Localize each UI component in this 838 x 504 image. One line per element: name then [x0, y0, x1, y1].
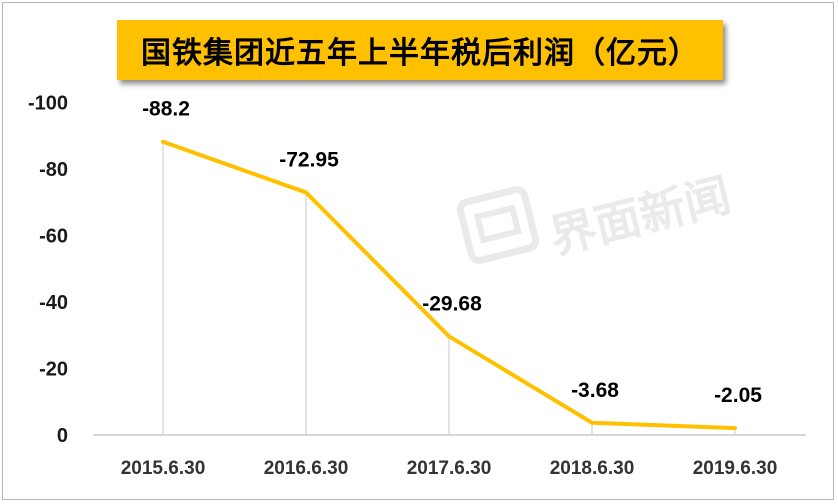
axes: 0 -20 -40 -60 -80 -100 2015.6.30 2016.6.30 2017.… [28, 93, 806, 479]
chart-title-box: 国铁集团近五年上半年税后利润（亿元） [117, 20, 723, 80]
x-tick-label: 2015.6.30 [121, 458, 206, 479]
watermark: 界面新闻 [456, 168, 736, 265]
x-tick-label: 2019.6.30 [693, 458, 778, 479]
data-labels: -88.2 -72.95 -29.68 -3.68 -2.05 [142, 98, 762, 407]
x-tick-label: 2017.6.30 [407, 458, 492, 479]
y-tick-label: -60 [39, 226, 68, 248]
data-label: -29.68 [422, 292, 482, 315]
data-point [304, 190, 308, 195]
y-tick-label: -20 [39, 359, 68, 381]
series-line [161, 139, 737, 431]
watermark-logo-icon [456, 186, 540, 264]
data-point [161, 139, 165, 144]
y-tick-label: -40 [39, 292, 68, 314]
data-label: -88.2 [142, 98, 190, 121]
data-label: -3.68 [571, 379, 619, 402]
data-label: -72.95 [279, 148, 339, 171]
chart-title: 国铁集团近五年上半年税后利润（亿元） [141, 36, 699, 71]
drop-lines [162, 141, 736, 435]
data-point [447, 334, 451, 339]
y-tick-label: -80 [39, 159, 68, 181]
data-point [733, 426, 737, 431]
x-tick-label: 2016.6.30 [264, 458, 349, 479]
x-tick-label: 2018.6.30 [550, 458, 635, 479]
watermark-logo-inner-icon [473, 204, 522, 244]
watermark-text: 界面新闻 [544, 168, 736, 265]
y-tick-label: -100 [28, 93, 68, 115]
data-point [590, 420, 594, 425]
y-tick-label: 0 [57, 425, 68, 447]
data-label: -2.05 [714, 384, 762, 407]
